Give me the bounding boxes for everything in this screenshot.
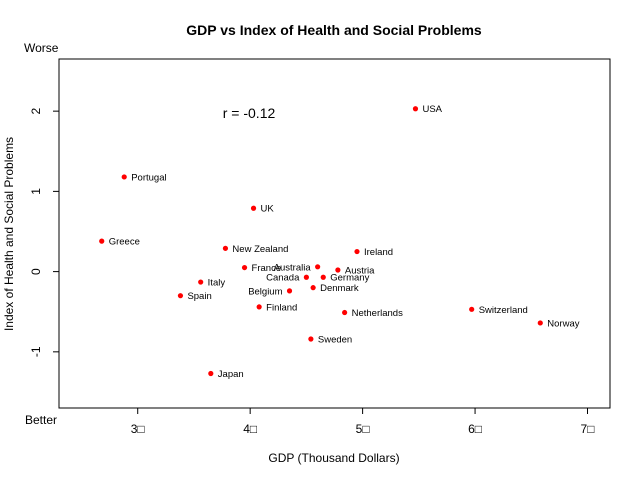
data-points: USA Portugal UK Greece New Zealand Ireland Fra… <box>99 104 580 380</box>
data-point <box>177 293 184 299</box>
data-point <box>537 320 543 326</box>
x-tick-label: 4□ <box>243 422 257 436</box>
data-point <box>99 238 105 244</box>
y-tick-label: 1 <box>29 188 43 195</box>
point-label: Italy <box>208 278 226 289</box>
data-point <box>208 370 214 377</box>
point-label: Netherlands <box>352 308 403 319</box>
point-label: France <box>252 263 282 274</box>
point-label: Germany <box>330 273 369 284</box>
x-axis-label: GDP (Thousand Dollars) <box>268 451 399 465</box>
point-label: Switzerland <box>479 305 528 316</box>
point-label: Canada <box>266 273 300 284</box>
point-label: Sweden <box>318 335 352 346</box>
plot-frame <box>58 58 611 409</box>
y-tick-label: 2 <box>29 107 43 114</box>
x-tick-label: 7□ <box>581 422 595 436</box>
point-label: Australia <box>274 262 312 273</box>
data-point <box>250 205 257 211</box>
data-point <box>354 248 360 255</box>
data-point <box>222 245 229 251</box>
y-tick-label: -1 <box>29 346 43 357</box>
point-label: Japan <box>218 369 244 380</box>
data-point <box>121 174 127 180</box>
data-point <box>241 264 248 271</box>
point-label: New Zealand <box>232 244 288 255</box>
point-label: UK <box>261 204 275 215</box>
y-bottom-label: Better <box>25 413 57 427</box>
data-point <box>315 264 321 270</box>
point-label: Greece <box>109 237 140 248</box>
data-point <box>286 288 293 294</box>
data-point <box>469 306 475 312</box>
data-point <box>335 267 341 273</box>
y-axis-label: Index of Health and Social Problems <box>2 137 16 331</box>
data-point <box>308 336 314 342</box>
y-axis: -1 0 1 2 <box>29 107 59 357</box>
data-point <box>320 274 326 280</box>
point-label: Spain <box>187 291 211 302</box>
y-tick-label: 0 <box>29 268 43 275</box>
data-point <box>256 304 262 310</box>
data-point <box>310 285 316 291</box>
y-top-label: Worse <box>24 41 59 55</box>
x-tick-label: 3□ <box>131 422 145 436</box>
data-point <box>342 309 348 316</box>
x-axis: 3□ 4□ 5□ 6□ 7□ <box>131 408 595 436</box>
point-label: Denmark <box>320 283 359 294</box>
point-label: Ireland <box>364 247 393 258</box>
point-label: Belgium <box>248 286 282 297</box>
point-label: Portugal <box>131 172 166 183</box>
data-point <box>303 274 309 280</box>
point-label: Austria <box>345 266 375 277</box>
point-label: Norway <box>547 318 579 329</box>
point-label: Finland <box>266 302 297 313</box>
chart-title: GDP vs Index of Health and Social Proble… <box>186 22 482 38</box>
data-point <box>412 106 419 112</box>
data-point <box>198 279 204 285</box>
correlation-annotation: r = -0.12 <box>223 105 276 121</box>
point-label: USA <box>422 104 442 115</box>
x-tick-label: 6□ <box>468 422 482 436</box>
x-tick-label: 5□ <box>356 422 370 436</box>
